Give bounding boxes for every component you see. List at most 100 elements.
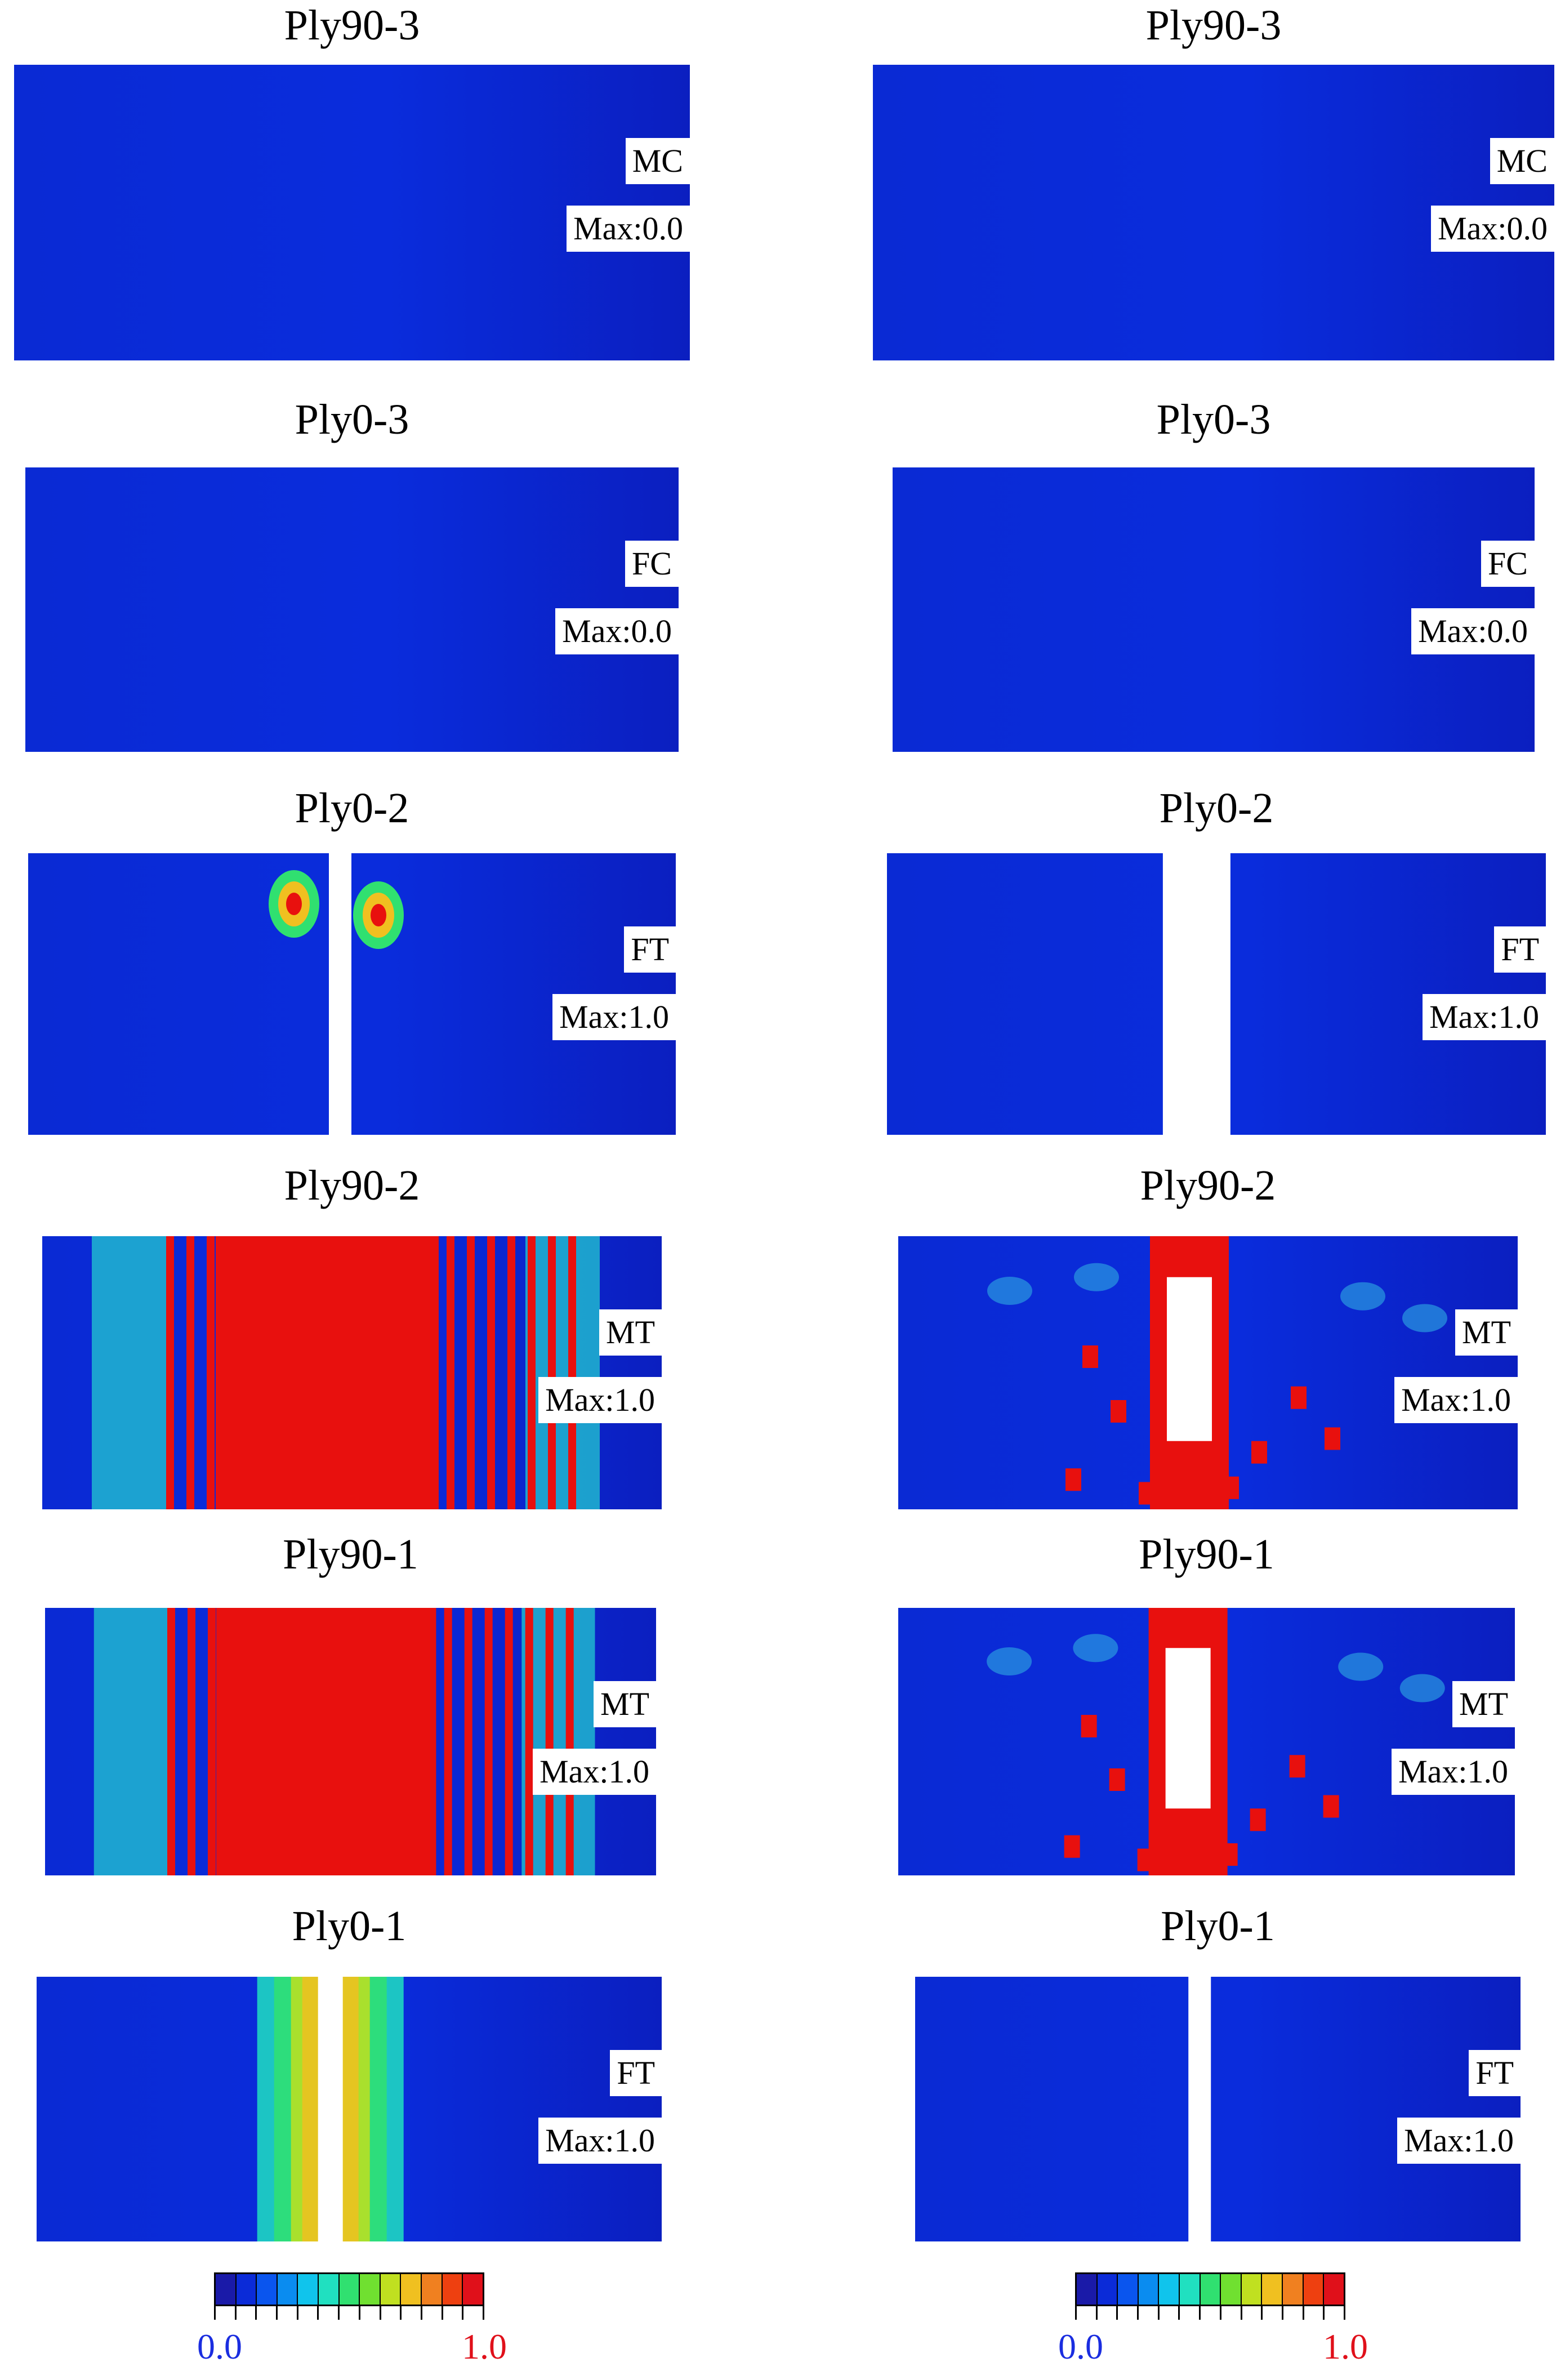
color-scale-step [277,2274,298,2305]
damage-stripe [568,1236,576,1509]
legend-max-label: 1.0 [462,2326,507,2366]
damage-spot [1325,1427,1340,1450]
contour-plot: FT Max:1.0 [37,1977,662,2241]
max-value-label: Max:0.0 [555,608,679,654]
damage-stripe [487,1236,495,1509]
color-scale-step [1097,2274,1118,2305]
color-scale-ticks [214,2305,484,2322]
max-value-label: Max:0.0 [567,206,690,252]
damage-spot [1065,1468,1081,1491]
max-value-label: Max:1.0 [1423,994,1546,1040]
color-scale-step [339,2274,360,2305]
damage-stripe [484,1608,493,1875]
color-scale-step [1180,2274,1201,2305]
color-scale-bar [214,2272,484,2306]
damage-spot [1081,1715,1097,1737]
color-scale-step [463,2274,483,2305]
color-scale-step [380,2274,402,2305]
color-scale-ticks [1075,2305,1345,2322]
crack-gap [329,853,351,1135]
damage-stripe [186,1236,194,1509]
damage-spot [1251,1441,1267,1464]
damage-spot [1221,1843,1238,1866]
damage-spot [1111,1400,1126,1423]
legend-min-label: 0.0 [197,2326,242,2366]
contour-plot: FT Max:1.0 [887,853,1546,1135]
damage-band [93,1608,167,1875]
max-value-label: Max:1.0 [1397,2118,1521,2164]
damage-spot [1074,1263,1119,1291]
failure-mode-label: MC [625,138,690,184]
damage-stripe [545,1608,554,1875]
max-value-label: Max:1.0 [552,994,676,1040]
panel-title: Ply90-2 [284,1162,420,1209]
damage-stripe [188,1608,195,1875]
color-scale-step [1077,2274,1098,2305]
damage-core [216,1608,436,1875]
contour-graphic [269,853,404,1135]
damage-band [92,1236,166,1509]
contour-graphic [987,1236,1447,1509]
contour-graphic [93,1608,595,1875]
crack-gap [1165,1648,1211,1809]
damage-spot [286,893,302,915]
damage-stripe [447,1236,454,1509]
color-scale-step [298,2274,319,2305]
damage-spot [1137,1848,1153,1871]
damage-spot [1109,1768,1125,1791]
color-scale-step [1283,2274,1304,2305]
damage-stripe [507,1236,515,1509]
color-scale-step [257,2274,278,2305]
color-scale-bar [1075,2272,1345,2306]
damage-spot [1402,1304,1447,1332]
panel-title: Ply0-1 [1161,1902,1275,1950]
color-scale-step [216,2274,237,2305]
damage-stripe [525,1608,533,1875]
color-scale-step [1241,2274,1263,2305]
color-scale-step [1138,2274,1160,2305]
panel-title: Ply90-2 [1140,1162,1276,1209]
panel-title: Ply90-3 [1145,2,1282,49]
damage-stripe [548,1236,556,1509]
failure-mode-label: MT [599,1309,662,1356]
color-scale-step [1262,2274,1283,2305]
color-scale-step [1221,2274,1242,2305]
failure-mode-label: FT [624,926,676,973]
color-scale-step [1159,2274,1180,2305]
damage-spot [1223,1476,1239,1499]
panel-title: Ply0-2 [1159,785,1274,832]
damage-spot [1340,1282,1385,1311]
contour-graphic [92,1236,600,1509]
damage-spot [1289,1755,1305,1778]
damage-spot [1073,1634,1118,1663]
damage-spot [1139,1482,1154,1505]
damage-stripe [565,1608,574,1875]
contour-plot: MC Max:0.0 [873,65,1554,360]
failure-mode-label: MT [1455,1309,1518,1356]
damage-spot [1399,1674,1445,1702]
left-column: Ply90-3 MC Max:0.0 Ply0-3 FC Max:0.0 Ply0-2 FT M… [0,0,782,2380]
max-value-label: Max:1.0 [1392,1749,1515,1795]
panel-title: Ply90-1 [1139,1531,1274,1578]
panel-title: Ply90-3 [284,2,420,49]
max-value-label: Max:1.0 [533,1749,656,1795]
damage-stripe [505,1608,513,1875]
color-scale-step [236,2274,257,2305]
damage-stripe [208,1608,216,1875]
contour-plot: MT Max:1.0 [898,1608,1515,1875]
failure-mode-label: MT [1452,1681,1515,1727]
contour-plot: FC Max:0.0 [893,467,1535,752]
failure-mode-label: FT [1494,926,1546,973]
color-scale-step [401,2274,422,2305]
contour-plot: FC Max:0.0 [25,467,679,752]
color-scale-step [442,2274,463,2305]
right-column: Ply90-3 MC Max:0.0 Ply0-3 FC Max:0.0 Ply0-2 FT M… [782,0,1564,2380]
panel-title: Ply0-1 [292,1902,407,1950]
crack-gap [318,1977,343,2241]
color-scale-step [319,2274,340,2305]
damage-spot [1250,1808,1266,1831]
damage-stripe [528,1236,536,1509]
damage-stripe [444,1608,452,1875]
damage-stripe [207,1236,215,1509]
crack-gap [1188,1977,1211,2241]
